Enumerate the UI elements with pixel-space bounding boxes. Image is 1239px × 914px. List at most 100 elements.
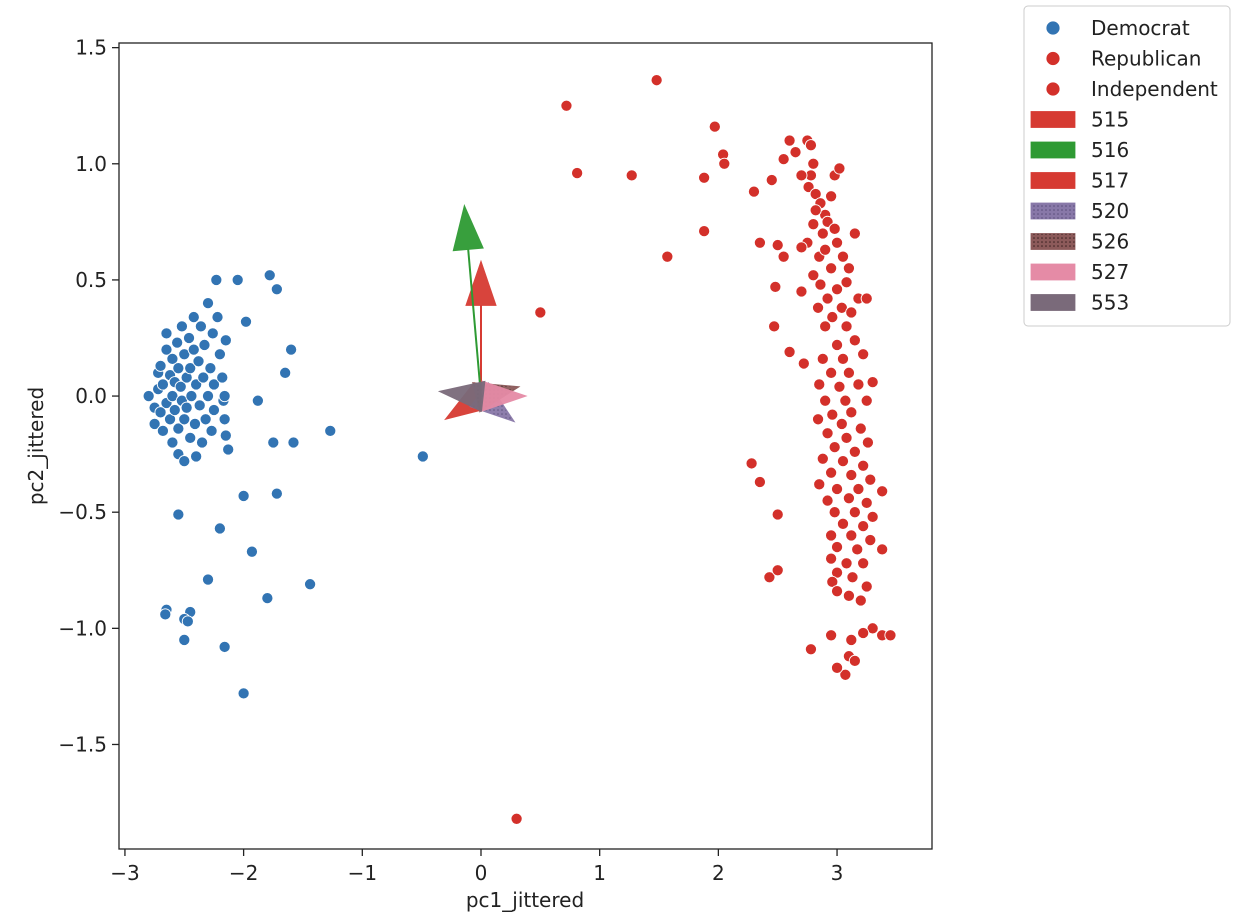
republican-point: [851, 543, 864, 556]
democrat-point: [206, 327, 219, 340]
democrat-point: [304, 578, 317, 591]
y-tick-label: −1.5: [58, 732, 107, 756]
legend-item-520: 520: [1030, 199, 1129, 223]
republican-point: [826, 408, 839, 421]
republican-point: [819, 320, 832, 333]
democrat-point: [178, 413, 191, 426]
republican-point: [848, 445, 861, 458]
y-axis-label: pc2_jittered: [24, 387, 48, 505]
republican-point: [845, 306, 858, 319]
democrat-point: [172, 422, 185, 435]
democrat-point: [175, 320, 188, 333]
democrat-point: [184, 362, 197, 375]
legend-item-independent: Independent: [1045, 77, 1218, 101]
democrat-point: [251, 394, 264, 407]
republican-point: [842, 492, 855, 505]
republican-point: [819, 243, 832, 256]
democrat-point: [178, 455, 191, 468]
republican-point: [826, 311, 839, 324]
democrat-point: [207, 403, 220, 417]
legend-item-republican: Republican: [1045, 47, 1201, 71]
republican-point: [828, 441, 841, 454]
democrat-point: [185, 390, 198, 403]
republican-point: [840, 320, 853, 333]
data-points: [142, 74, 897, 825]
republican-point: [831, 661, 844, 674]
republican-point: [816, 452, 829, 465]
democrat-point: [213, 348, 226, 361]
vector-515: [465, 259, 497, 397]
republican-point: [777, 153, 790, 166]
legend-swatch: [1030, 294, 1076, 311]
democrat-point: [201, 297, 215, 310]
republican-point: [866, 510, 879, 523]
legend-marker: [1045, 81, 1061, 97]
republican-point: [825, 629, 838, 642]
republican-point: [876, 485, 889, 498]
democrat-point: [245, 545, 258, 558]
republican-point: [795, 241, 808, 254]
democrat-point: [154, 406, 167, 419]
democrat-point: [270, 487, 283, 500]
republican-point: [747, 185, 761, 198]
republican-point: [825, 529, 838, 542]
republican-point: [842, 366, 855, 379]
legend-label: 517: [1091, 169, 1129, 193]
republican-point: [765, 173, 778, 187]
republican-point: [854, 594, 867, 607]
republican-point: [842, 589, 855, 602]
democrat-point: [188, 417, 202, 430]
democrat-point: [198, 338, 211, 352]
x-tick-label: 1: [593, 861, 606, 885]
republican-point: [857, 626, 870, 640]
republican-point: [795, 169, 808, 182]
republican-point: [698, 225, 711, 238]
republican-point: [860, 394, 873, 407]
republican-point: [763, 571, 776, 584]
legend-item-517: 517: [1030, 169, 1129, 193]
democrat-point: [211, 311, 224, 324]
republican-point: [783, 345, 796, 358]
democrat-point: [182, 331, 196, 345]
republican-point: [804, 643, 817, 656]
democrat-point: [154, 359, 167, 372]
republican-point: [708, 120, 721, 133]
democrat-point: [239, 315, 253, 328]
republican-point: [560, 99, 573, 112]
republican-point: [789, 146, 802, 159]
republican-point: [848, 227, 861, 240]
republican-point: [745, 457, 758, 470]
legend-item-515: 515: [1030, 108, 1129, 132]
democrat-point: [174, 380, 187, 393]
republican-point: [854, 422, 867, 435]
republican-point: [831, 338, 844, 352]
republican-point: [821, 427, 834, 440]
democrat-point: [267, 436, 280, 449]
legend-marker: [1045, 20, 1061, 36]
republican-point: [840, 431, 853, 444]
republican-point: [835, 417, 848, 430]
y-tick-label: 1.5: [75, 36, 107, 60]
republican-point: [771, 564, 784, 577]
republican-point: [848, 654, 861, 667]
vector-head: [437, 380, 486, 412]
legend-label: 526: [1091, 230, 1129, 254]
democrat-point: [213, 522, 226, 535]
legend-marker: [1045, 51, 1061, 66]
democrat-point: [166, 436, 179, 449]
republican-point: [857, 520, 870, 533]
republican-point: [807, 157, 820, 170]
vector-head: [465, 259, 497, 306]
democrat-point: [196, 436, 209, 449]
democrat-point: [190, 450, 203, 463]
republican-point: [864, 534, 877, 547]
democrat-point: [178, 348, 191, 361]
x-axis-label: pc1_jittered: [466, 888, 584, 912]
republican-point: [819, 394, 832, 407]
democrat-point: [210, 273, 223, 286]
republican-point: [825, 466, 838, 479]
democrat-point: [218, 413, 231, 426]
democrat-point: [204, 362, 217, 375]
republican-point: [835, 301, 848, 314]
